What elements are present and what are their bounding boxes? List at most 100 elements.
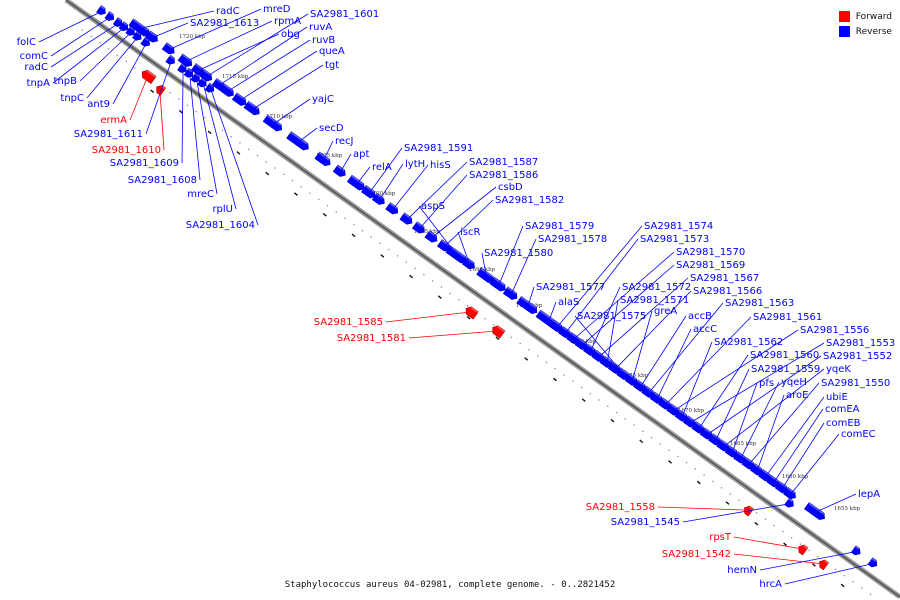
gene-label-ubie[interactable]: ubiE xyxy=(826,392,848,403)
strand-dot xyxy=(449,292,451,295)
gene-label-sa2981-1609[interactable]: SA2981_1609 xyxy=(110,158,179,169)
gene-label-erma[interactable]: ermA xyxy=(100,115,127,126)
gene-label-sa2981-1552[interactable]: SA2981_1552 xyxy=(823,351,892,362)
gene-arrow-rela xyxy=(346,174,365,191)
gene-arrow-sa2981-1572 xyxy=(582,343,596,356)
gene-label-csbd[interactable]: csbD xyxy=(498,182,523,193)
gene-label-sa2981-1559[interactable]: SA2981_1559 xyxy=(751,364,820,375)
leader-sa2981-1585 xyxy=(385,311,471,323)
gene-label-comec[interactable]: comEC xyxy=(841,429,876,440)
gene-arrow-tnpa xyxy=(118,21,129,32)
gene-label-comc[interactable]: comC xyxy=(20,51,48,62)
gene-label-asps[interactable]: aspS xyxy=(421,201,445,212)
gene-label-sa2981-1580[interactable]: SA2981_1580 xyxy=(484,248,553,259)
gene-label-sa2981-1567[interactable]: SA2981_1567 xyxy=(690,273,759,284)
tick-label-1655-kbp: 1655 kbp xyxy=(834,506,861,512)
gene-label-tnpb[interactable]: tnpB xyxy=(54,76,78,87)
gene-label-tnpc[interactable]: tnpC xyxy=(60,93,84,104)
gene-label-radc[interactable]: radC xyxy=(216,6,240,17)
gene-label-alas[interactable]: alaS xyxy=(558,297,579,308)
gene-label-sa2981-1586[interactable]: SA2981_1586 xyxy=(469,170,538,181)
gene-label-rpst[interactable]: rpsT xyxy=(709,532,732,543)
strand-dot xyxy=(659,443,661,445)
gene-label-sa2981-1572[interactable]: SA2981_1572 xyxy=(622,282,691,293)
gene-label-iscr[interactable]: iscR xyxy=(460,227,480,238)
gene-label-yajc[interactable]: yajC xyxy=(312,94,334,105)
leader-hemn xyxy=(759,551,857,571)
leader-sa2981-1604 xyxy=(210,88,259,226)
gene-label-ruvb[interactable]: ruvB xyxy=(312,35,335,46)
gene-label-sa2981-1562[interactable]: SA2981_1562 xyxy=(714,337,783,348)
gene-label-mred[interactable]: mreD xyxy=(263,4,291,15)
gene-label-rplu[interactable]: rplU xyxy=(212,204,233,215)
gene-label-sa2981-1563[interactable]: SA2981_1563 xyxy=(725,298,794,309)
gene-label-quea[interactable]: queA xyxy=(319,46,345,57)
gene-label-sa2981-1560[interactable]: SA2981_1560 xyxy=(750,350,819,361)
gene-label-sa2981-1610[interactable]: SA2981_1610 xyxy=(92,145,161,156)
gene-label-secd[interactable]: secD xyxy=(319,123,344,134)
gene-label-ant9[interactable]: ant9 xyxy=(87,99,110,110)
gene-label-sa2981-1556[interactable]: SA2981_1556 xyxy=(800,325,869,336)
gene-label-tgt[interactable]: tgt xyxy=(325,60,339,71)
gene-label-sa2981-1582[interactable]: SA2981_1582 xyxy=(495,195,564,206)
gene-label-ruva[interactable]: ruvA xyxy=(309,22,332,33)
gene-label-folc[interactable]: folC xyxy=(17,37,36,48)
gene-label-yqeh[interactable]: yqeH xyxy=(781,377,807,388)
leader-tnpb xyxy=(79,31,132,82)
gene-label-accb[interactable]: accB xyxy=(688,311,712,322)
gene-label-grea[interactable]: greA xyxy=(654,306,677,317)
gene-label-apt[interactable]: apt xyxy=(353,149,369,160)
gene-label-sa2981-1574[interactable]: SA2981_1574 xyxy=(644,221,713,232)
gene-label-sa2981-1608[interactable]: SA2981_1608 xyxy=(128,175,197,186)
gene-label-mrec[interactable]: mreC xyxy=(187,189,214,200)
gene-label-comeb[interactable]: comEB xyxy=(826,418,861,429)
gene-label-comea[interactable]: comEA xyxy=(825,404,860,415)
gene-label-sa2981-1579[interactable]: SA2981_1579 xyxy=(525,221,594,232)
gene-label-sa2981-1573[interactable]: SA2981_1573 xyxy=(640,234,709,245)
gene-label-recj[interactable]: recJ xyxy=(335,136,354,147)
strand-dot xyxy=(545,361,548,364)
gene-label-yqek[interactable]: yqeK xyxy=(826,364,851,375)
gene-label-sa2981-1601[interactable]: SA2981_1601 xyxy=(310,9,379,20)
gene-label-sa2981-1604[interactable]: SA2981_1604 xyxy=(186,220,255,231)
gene-label-sa2981-1550[interactable]: SA2981_1550 xyxy=(821,378,890,389)
gene-label-aroe[interactable]: aroE xyxy=(786,390,808,401)
tick-label-1670-kbp: 1670 kbp xyxy=(678,408,705,414)
gene-label-pfs[interactable]: pfs xyxy=(759,378,774,389)
gene-label-sa2981-1553[interactable]: SA2981_1553 xyxy=(826,338,895,349)
gene-label-sa2981-1570[interactable]: SA2981_1570 xyxy=(676,247,745,258)
gene-label-rela[interactable]: relA xyxy=(372,162,392,173)
leader-sa2981-1570 xyxy=(573,251,675,340)
gene-label-sa2981-1577[interactable]: SA2981_1577 xyxy=(536,282,605,293)
gene-label-sa2981-1587[interactable]: SA2981_1587 xyxy=(469,157,538,168)
gene-label-lepa[interactable]: lepA xyxy=(858,489,880,500)
gene-label-accc[interactable]: accC xyxy=(693,324,717,335)
gene-label-hemn[interactable]: hemN xyxy=(727,565,757,576)
strand-dot xyxy=(799,543,802,545)
gene-label-sa2981-1569[interactable]: SA2981_1569 xyxy=(676,260,745,271)
gene-label-obg[interactable]: obg xyxy=(281,29,300,40)
gene-arrow-comea xyxy=(766,475,780,488)
gene-label-hrca[interactable]: hrcA xyxy=(759,579,782,590)
gene-label-sa2981-1611[interactable]: SA2981_1611 xyxy=(74,129,143,140)
gene-label-radc[interactable]: radC xyxy=(24,62,48,73)
strand-dot xyxy=(116,54,119,56)
gene-label-lyth[interactable]: lytH xyxy=(405,159,425,170)
gene-label-sa2981-1558[interactable]: SA2981_1558 xyxy=(586,502,655,513)
gene-label-sa2981-1581[interactable]: SA2981_1581 xyxy=(337,333,406,344)
gene-label-sa2981-1566[interactable]: SA2981_1566 xyxy=(693,286,762,297)
gene-arrow-yajc xyxy=(262,114,283,132)
gene-label-sa2981-1561[interactable]: SA2981_1561 xyxy=(753,312,822,323)
gene-label-hiss[interactable]: hisS xyxy=(430,160,451,171)
gene-label-sa2981-1585[interactable]: SA2981_1585 xyxy=(314,317,383,328)
gene-label-sa2981-1542[interactable]: SA2981_1542 xyxy=(662,549,731,560)
strand-dot xyxy=(712,480,714,483)
gene-label-rpma[interactable]: rpmA xyxy=(274,16,301,27)
gene-label-sa2981-1613[interactable]: SA2981_1613 xyxy=(190,18,259,29)
gene-label-sa2981-1591[interactable]: SA2981_1591 xyxy=(404,143,473,154)
gene-label-sa2981-1575[interactable]: SA2981_1575 xyxy=(577,311,646,322)
gene-label-tnpa[interactable]: tnpA xyxy=(27,78,51,89)
gene-label-sa2981-1578[interactable]: SA2981_1578 xyxy=(538,234,607,245)
gene-label-sa2981-1571[interactable]: SA2981_1571 xyxy=(620,295,689,306)
gene-label-sa2981-1545[interactable]: SA2981_1545 xyxy=(611,517,680,528)
